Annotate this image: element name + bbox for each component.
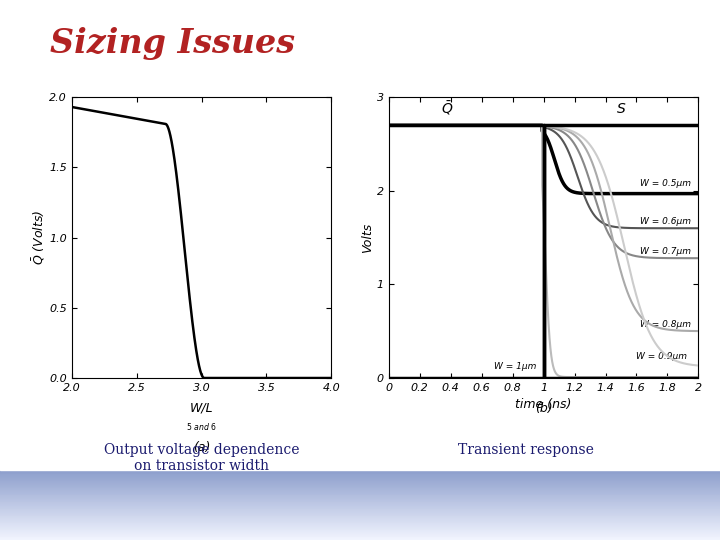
Text: W = 0.5μm: W = 0.5μm (639, 179, 690, 188)
Bar (0, 538, 720, 540)
Text: W = 0.7μm: W = 0.7μm (639, 247, 690, 256)
Bar (0, 501, 720, 503)
Text: W/L: W/L (190, 402, 213, 415)
Bar (0, 494, 720, 496)
Y-axis label: $\bar{Q}$ (Volts): $\bar{Q}$ (Volts) (30, 210, 47, 265)
Bar (0, 497, 720, 500)
Bar (0, 510, 720, 512)
Text: W = 0.8μm: W = 0.8μm (639, 320, 690, 328)
Text: W = 1μm: W = 1μm (494, 362, 536, 370)
Text: (b): (b) (535, 402, 552, 415)
Bar (0, 475, 720, 477)
Bar (0, 534, 720, 537)
Bar (0, 487, 720, 489)
Bar (0, 485, 720, 487)
Bar (0, 482, 720, 484)
Bar (0, 511, 720, 514)
Bar (0, 499, 720, 501)
X-axis label: time (ns): time (ns) (516, 399, 572, 411)
Text: Transient response: Transient response (458, 443, 593, 457)
Text: $_{5\ \mathit{and}\ 6}$: $_{5\ \mathit{and}\ 6}$ (186, 421, 217, 434)
Bar (0, 513, 720, 515)
Bar (0, 503, 720, 505)
Text: Output voltage dependence
on transistor width: Output voltage dependence on transistor … (104, 443, 300, 473)
Bar (0, 476, 720, 478)
Bar (0, 496, 720, 498)
Bar (0, 506, 720, 509)
Bar (0, 531, 720, 533)
Text: S: S (616, 102, 626, 116)
Bar (0, 515, 720, 517)
Bar (0, 508, 720, 510)
Bar (0, 469, 720, 471)
Bar (0, 517, 720, 519)
Bar (0, 490, 720, 492)
Bar (0, 483, 720, 485)
Bar (0, 492, 720, 495)
Bar (0, 473, 720, 475)
Bar (0, 524, 720, 526)
Text: W = 0.6μm: W = 0.6μm (639, 217, 690, 226)
Bar (0, 480, 720, 482)
Bar (0, 478, 720, 481)
Y-axis label: Volts: Volts (361, 222, 374, 253)
Bar (0, 0, 720, 470)
Bar (0, 532, 720, 535)
Bar (0, 504, 720, 507)
Text: W = 0.9μm: W = 0.9μm (636, 352, 688, 361)
Bar (0, 536, 720, 538)
Bar (0, 525, 720, 528)
Bar (0, 520, 720, 523)
Text: (a): (a) (193, 441, 210, 454)
Text: $\bar{Q}$: $\bar{Q}$ (441, 99, 454, 117)
Bar (0, 522, 720, 524)
Bar (0, 529, 720, 531)
Bar (0, 471, 720, 473)
Text: Sizing Issues: Sizing Issues (50, 27, 295, 60)
Bar (0, 489, 720, 491)
Bar (0, 527, 720, 529)
Bar (0, 518, 720, 521)
